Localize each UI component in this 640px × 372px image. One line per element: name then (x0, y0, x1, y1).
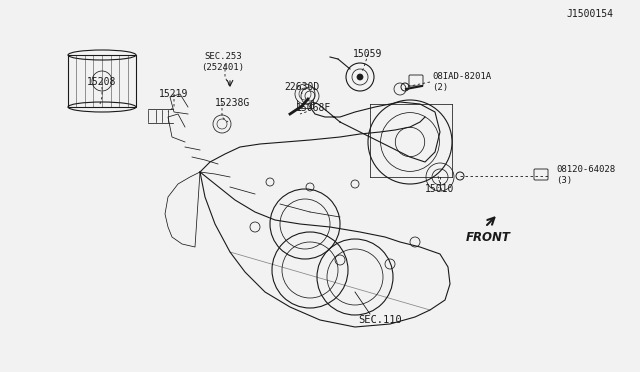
Text: 15208: 15208 (87, 77, 116, 87)
Text: SEC.253
(252401): SEC.253 (252401) (202, 52, 244, 72)
Text: 15059: 15059 (353, 49, 383, 59)
Text: 08120-64028
(3): 08120-64028 (3) (556, 165, 615, 185)
Text: J1500154: J1500154 (566, 9, 614, 19)
Circle shape (357, 74, 363, 80)
Text: 08IAD-8201A
(2): 08IAD-8201A (2) (432, 72, 491, 92)
Text: 15010: 15010 (426, 184, 454, 194)
Text: SEC.110: SEC.110 (358, 315, 402, 325)
Bar (68, 55, 136, 107)
Text: 15068F: 15068F (296, 103, 331, 113)
Text: 15219: 15219 (159, 89, 189, 99)
Text: 15238G: 15238G (214, 98, 250, 108)
Text: FRONT: FRONT (466, 231, 511, 244)
Text: 22630D: 22630D (284, 82, 319, 92)
